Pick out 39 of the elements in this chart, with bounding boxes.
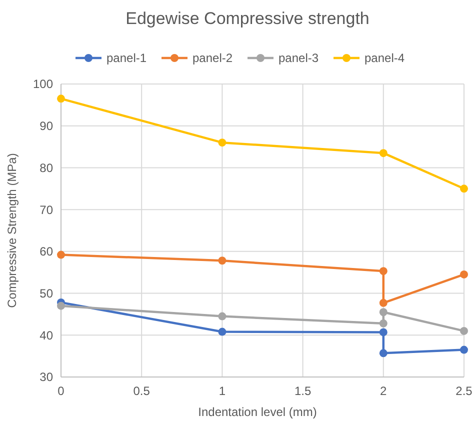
point — [379, 267, 388, 276]
point — [460, 346, 468, 354]
y-axis-title: Compressive Strength (MPa) — [5, 153, 19, 308]
point — [57, 94, 65, 103]
y-tick-label: 100 — [32, 77, 54, 92]
legend-label: panel-1 — [106, 51, 147, 66]
point — [218, 328, 226, 336]
point — [379, 328, 388, 336]
x-tick-label: 2 — [380, 384, 388, 398]
chart-title: Edgewise Compressive strength — [126, 9, 370, 28]
y-tick-label: 30 — [40, 370, 54, 384]
point — [379, 149, 388, 158]
legend-label: panel-3 — [278, 51, 319, 66]
point — [379, 308, 388, 316]
point — [57, 250, 65, 259]
x-tick-label: 0 — [58, 384, 65, 398]
point — [379, 298, 388, 307]
point — [218, 138, 226, 147]
point — [460, 270, 468, 278]
y-tick-label: 90 — [40, 119, 54, 134]
x-axis-title: Indentation level (mm) — [198, 405, 317, 419]
x-tick-label: 1.5 — [294, 384, 312, 398]
point — [460, 326, 468, 335]
x-tick-label: 1 — [218, 384, 226, 398]
y-tick-label: 50 — [40, 286, 54, 300]
point — [218, 312, 226, 320]
y-tick-label: 60 — [40, 244, 54, 259]
x-tick-label: 0.5 — [133, 384, 150, 398]
y-tick-label: 40 — [40, 328, 54, 342]
point — [379, 349, 388, 358]
legend-label: panel-4 — [364, 51, 405, 66]
point — [460, 184, 468, 193]
y-tick-label: 80 — [40, 160, 54, 175]
y-tick-label: 70 — [40, 202, 54, 217]
legend-label: panel-2 — [192, 51, 233, 66]
x-tick-label: 2.5 — [456, 384, 473, 398]
point — [379, 319, 388, 328]
point — [218, 256, 226, 265]
point — [57, 302, 65, 310]
